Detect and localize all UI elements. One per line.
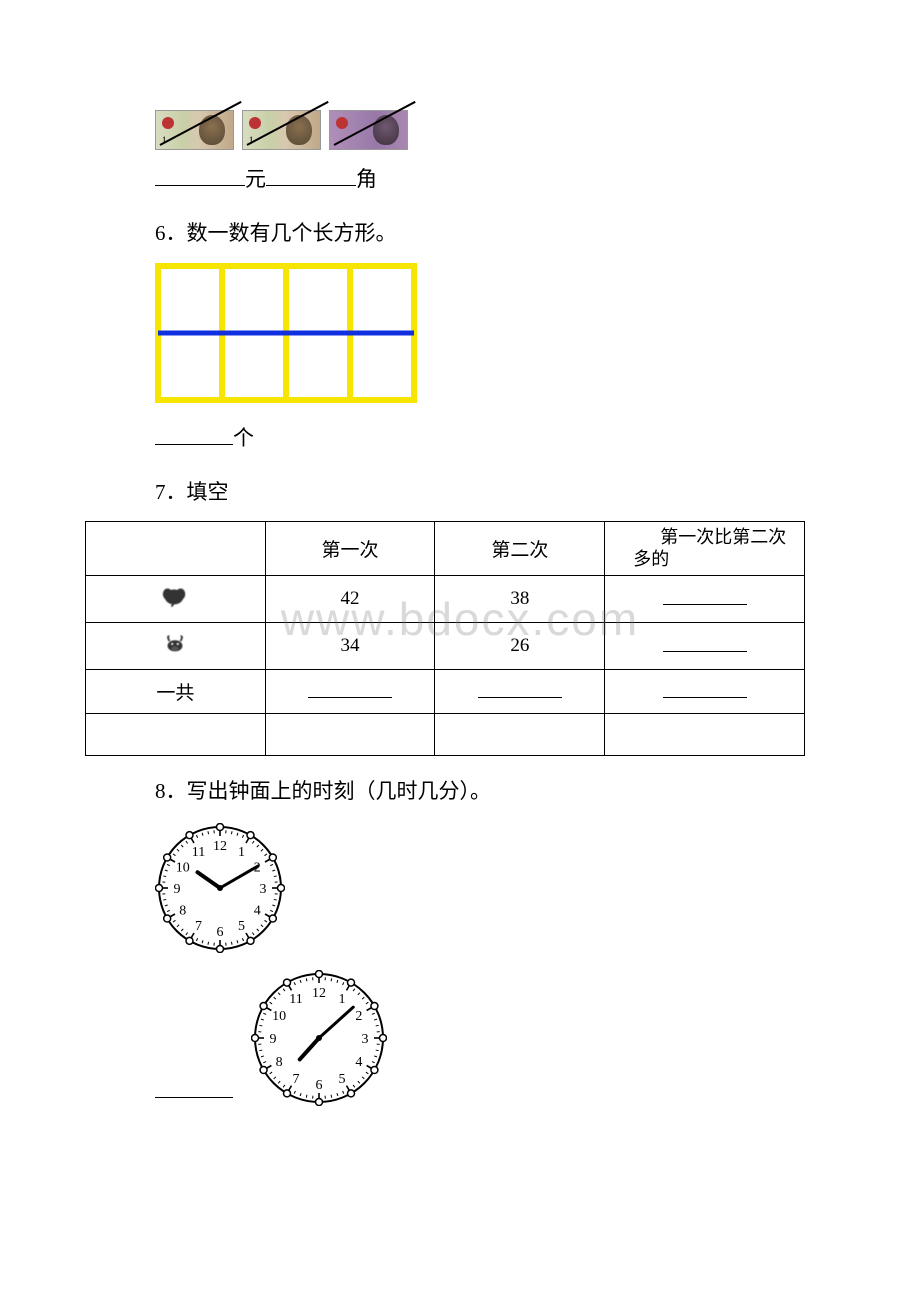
table-cell [605, 622, 805, 669]
table-cell: 42 [265, 575, 435, 622]
svg-text:6: 6 [316, 1078, 323, 1093]
clock-1-face: 123456789101112 [155, 823, 285, 953]
rectangle-grid-figure [155, 263, 840, 403]
q6-text: 数一数有几个长方形。 [187, 221, 397, 245]
unit-jiao: 角 [356, 167, 377, 191]
table-header-1: 第一次 [265, 521, 435, 575]
table-cell: 34 [265, 622, 435, 669]
svg-text:12: 12 [213, 839, 227, 854]
blank-cell[interactable] [663, 633, 747, 652]
table-cell [86, 713, 266, 755]
table-cell [265, 713, 435, 755]
table-row: 34 26 [86, 622, 805, 669]
blank-cell[interactable] [663, 679, 747, 698]
svg-text:10: 10 [176, 861, 190, 876]
svg-text:11: 11 [289, 993, 302, 1008]
q8-text: 写出钟面上的时刻（几时几分）。 [187, 779, 492, 803]
q8-number: 8． [155, 779, 187, 803]
svg-text:8: 8 [276, 1055, 283, 1070]
blank-yuan[interactable] [155, 165, 245, 186]
blank-cell[interactable] [308, 679, 392, 698]
q7-number: 7． [155, 480, 187, 504]
row-label-cell: 一共 [86, 669, 266, 713]
q7-table: 第一次 第二次 第一次比第二次多的 42 38 34 26 一共 [85, 521, 805, 756]
banknote-1yuan: 1 [155, 110, 234, 150]
svg-text:9: 9 [174, 882, 181, 897]
table-cell: 38 [435, 575, 605, 622]
blank-cell[interactable] [663, 586, 747, 605]
elephant-icon [161, 584, 189, 608]
table-header-3: 第一次比第二次多的 [605, 521, 805, 575]
q6-answer-line: 个 [155, 421, 840, 457]
svg-text:11: 11 [192, 845, 205, 860]
q7-prompt: 7．填空 [155, 475, 840, 511]
q6-number: 6． [155, 221, 187, 245]
svg-text:9: 9 [270, 1032, 277, 1047]
q6-prompt: 6．数一数有几个长方形。 [155, 216, 840, 252]
table-cell [435, 713, 605, 755]
table-row: 42 38 [86, 575, 805, 622]
svg-text:7: 7 [195, 920, 202, 935]
clock-1-block: 123456789101112 [155, 823, 840, 958]
svg-text:3: 3 [260, 882, 267, 897]
table-header-blank [86, 521, 266, 575]
blank-clock-1-answer[interactable] [155, 1082, 233, 1098]
svg-text:8: 8 [179, 904, 186, 919]
table-header-2: 第二次 [435, 521, 605, 575]
svg-text:3: 3 [362, 1032, 369, 1047]
banknote-1yuan: 1 [242, 110, 321, 150]
money-answer-line: 元角 [155, 162, 840, 198]
blank-jiao[interactable] [266, 165, 356, 186]
table-cell [435, 669, 605, 713]
q7-text: 填空 [187, 480, 229, 504]
svg-text:5: 5 [238, 920, 245, 935]
table-row: 一共 [86, 669, 805, 713]
svg-text:1: 1 [238, 845, 245, 860]
table-header-row: 第一次 第二次 第一次比第二次多的 [86, 521, 805, 575]
blank-rect-count[interactable] [155, 424, 233, 445]
table-cell [605, 575, 805, 622]
row-icon-cell [86, 622, 266, 669]
svg-text:2: 2 [355, 1009, 362, 1024]
clock-2-face: 123456789101112 [251, 970, 387, 1106]
svg-text:10: 10 [272, 1009, 286, 1024]
row-icon-cell [86, 575, 266, 622]
money-notes: 1 1 [155, 110, 840, 150]
table-cell: 26 [435, 622, 605, 669]
table-cell [605, 669, 805, 713]
banknote-5jiao [329, 110, 408, 150]
clock-2-row: 123456789101112 [155, 970, 840, 1106]
blank-cell[interactable] [478, 679, 562, 698]
unit-ge: 个 [233, 426, 254, 450]
svg-text:7: 7 [293, 1072, 300, 1087]
svg-text:5: 5 [339, 1072, 346, 1087]
svg-text:12: 12 [312, 986, 326, 1001]
svg-text:6: 6 [217, 925, 224, 940]
q8-prompt: 8．写出钟面上的时刻（几时几分）。 [155, 774, 840, 810]
table-cell [265, 669, 435, 713]
svg-text:4: 4 [355, 1055, 362, 1070]
table-cell [605, 713, 805, 755]
cow-icon [161, 631, 189, 655]
unit-yuan: 元 [245, 167, 266, 191]
table-row [86, 713, 805, 755]
svg-text:1: 1 [339, 993, 346, 1008]
svg-text:4: 4 [254, 904, 261, 919]
